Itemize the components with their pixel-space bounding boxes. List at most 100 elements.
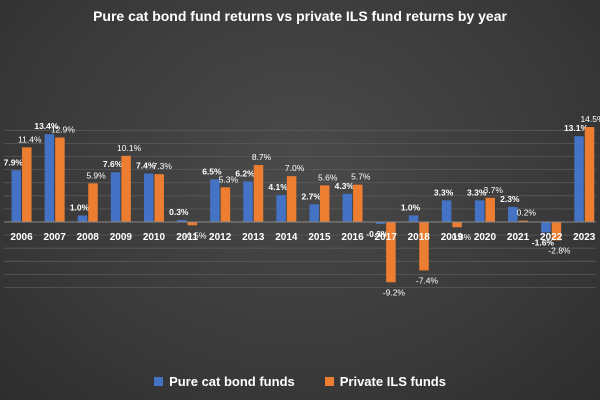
data-label: 4.3% (335, 181, 355, 191)
bar-cat-bond (143, 173, 154, 222)
x-tick-label: 2013 (242, 232, 265, 243)
x-tick-label: 2018 (408, 232, 431, 243)
bar-private-ils (485, 197, 495, 222)
legend-item-cat-bond: Pure cat bond funds (154, 374, 295, 389)
x-tick-label: 2008 (77, 232, 100, 243)
data-label: -2.8% (548, 245, 571, 255)
legend-swatch-cat-bond (154, 377, 164, 386)
data-label: 7.9% (4, 157, 24, 167)
data-label: 2.3% (500, 194, 520, 204)
data-label: 3.7% (484, 185, 504, 195)
bar-cat-bond (309, 204, 319, 222)
data-label: 0.3% (169, 207, 189, 217)
bar-private-ils (55, 137, 65, 222)
data-label: 5.3% (219, 174, 239, 184)
data-label: 7.3% (153, 161, 173, 171)
data-label: 3.3% (467, 187, 487, 197)
x-tick-label: 2021 (507, 232, 530, 243)
data-label: 13.4% (34, 121, 59, 131)
data-label: 14.5% (580, 114, 600, 124)
legend-item-private-ils: Private ILS funds (324, 374, 446, 389)
x-tick-label: 2007 (44, 232, 67, 243)
bar-cat-bond (441, 200, 452, 222)
x-tick-label: 2006 (10, 232, 33, 243)
bar-cat-bond (408, 215, 419, 222)
data-label: 3.3% (434, 187, 454, 197)
bar-cat-bond (177, 220, 187, 222)
data-label: 5.6% (318, 172, 338, 182)
x-tick-label: 2023 (573, 232, 596, 243)
x-tick-label: 2022 (540, 232, 563, 243)
bar-private-ils (353, 184, 363, 222)
x-tick-label: 2010 (143, 232, 166, 243)
bar-private-ils (88, 183, 98, 222)
x-tick-label: 2019 (441, 232, 464, 243)
bar-private-ils (452, 222, 462, 228)
data-label: 7.6% (103, 159, 123, 169)
bar-private-ils (551, 222, 562, 241)
data-label: 5.9% (86, 170, 106, 180)
bar-private-ils (518, 220, 529, 222)
x-tick-label: 2014 (275, 232, 298, 243)
bar-private-ils (584, 127, 595, 222)
x-tick-label: 2017 (375, 232, 398, 243)
bar-private-ils (319, 185, 330, 222)
data-label: 0.2% (517, 208, 537, 218)
bar-cat-bond (541, 222, 551, 233)
bar-private-ils (253, 165, 264, 222)
x-tick-label: 2012 (209, 232, 232, 243)
data-label: 1.0% (70, 202, 90, 212)
bar-cat-bond (342, 193, 353, 222)
bar-private-ils (220, 187, 231, 222)
bar-private-ils (121, 155, 131, 222)
data-label: 13.1% (564, 123, 589, 133)
data-label: -0.3% (366, 229, 389, 239)
bar-private-ils (419, 222, 429, 271)
legend-swatch-private-ils (324, 377, 334, 386)
data-label: 2.7% (302, 191, 322, 201)
x-tick-label: 2015 (308, 232, 331, 243)
data-label: 7.0% (285, 163, 305, 173)
bar-private-ils (386, 222, 396, 283)
bar-cat-bond (210, 179, 220, 222)
legend-label-cat-bond: Pure cat bond funds (169, 374, 295, 389)
bar-cat-bond (375, 222, 386, 224)
data-label: 7.4% (136, 161, 156, 171)
data-label: 6.5% (202, 166, 222, 176)
data-label: -7.4% (416, 275, 439, 285)
x-tick-label: 2016 (341, 232, 364, 243)
data-label: 5.7% (351, 172, 371, 182)
data-label: 11.4% (18, 134, 42, 144)
data-label: -9.2% (383, 287, 406, 297)
bar-cat-bond (77, 215, 88, 222)
data-label: -0.8% (449, 232, 472, 242)
x-tick-label: 2011 (176, 232, 198, 243)
data-label: 8.7% (252, 152, 272, 162)
legend-label-private-ils: Private ILS funds (339, 374, 446, 389)
bar-cat-bond (44, 134, 55, 222)
data-label: 1.0% (401, 202, 421, 212)
bar-cat-bond (243, 181, 253, 222)
bar-cat-bond (276, 195, 286, 222)
bar-cat-bond (508, 206, 518, 222)
bar-private-ils (154, 174, 164, 222)
bar-private-ils (286, 176, 297, 222)
data-label: -0.5% (184, 230, 207, 240)
data-label: 4.1% (268, 182, 288, 192)
bar-cat-bond (574, 136, 584, 222)
legend: Pure cat bond funds Private ILS funds (0, 374, 600, 389)
x-tick-label: 2020 (474, 232, 497, 243)
chart-title: Pure cat bond fund returns vs private IL… (93, 8, 507, 24)
bar-cat-bond (11, 170, 22, 222)
x-tick-label: 2009 (110, 232, 133, 243)
data-label: -1.6% (532, 237, 555, 247)
bar-private-ils (187, 222, 198, 226)
data-label: 6.2% (235, 168, 255, 178)
bar-private-ils (22, 147, 32, 222)
data-label: 12.9% (51, 125, 76, 135)
data-label: 10.1% (117, 143, 142, 153)
bar-cat-bond (110, 172, 121, 222)
bar-cat-bond (474, 200, 485, 222)
